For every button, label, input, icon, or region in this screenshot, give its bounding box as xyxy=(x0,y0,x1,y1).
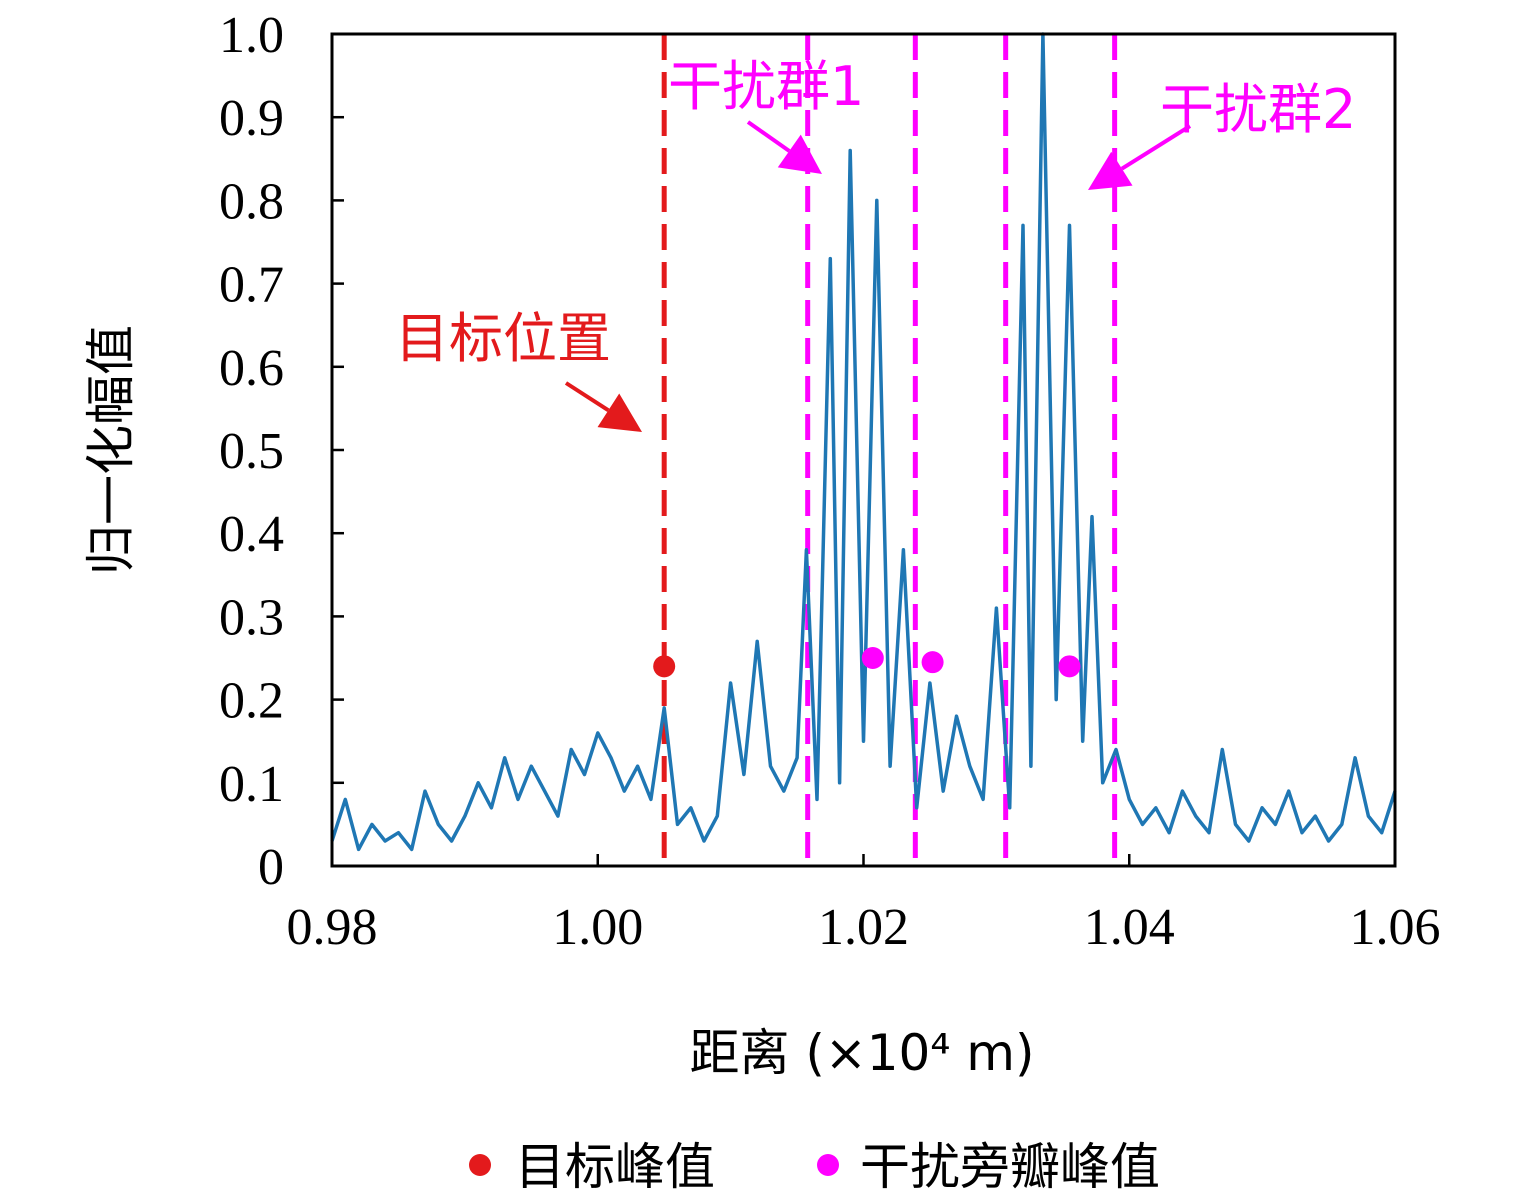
y-tick-label: 0.9 xyxy=(219,90,284,147)
legend-interference-label: 干扰旁瓣峰值 xyxy=(860,1138,1160,1196)
annotation-target-position: 目标位置 xyxy=(395,307,611,370)
target-peak-marker xyxy=(653,655,676,678)
x-tick-label: 1.04 xyxy=(1084,899,1175,956)
target-arrow xyxy=(564,381,642,432)
y-tick-label: 0.8 xyxy=(219,173,284,230)
y-tick-label: 0.6 xyxy=(219,340,284,397)
y-axis-label: 归一化幅值 xyxy=(82,325,140,575)
y-tick-label: 1.0 xyxy=(219,7,284,64)
annotation-interference-group-2: 干扰群2 xyxy=(1160,78,1356,141)
legend-target-label: 目标峰值 xyxy=(515,1138,715,1196)
series-line-1 xyxy=(330,32,1397,852)
annotation-interference-group-1: 干扰群1 xyxy=(668,55,864,118)
x-tick-label: 1.00 xyxy=(552,899,643,956)
x-tick-label: 1.06 xyxy=(1350,899,1441,956)
y-tick-label: 0.2 xyxy=(219,673,284,730)
legend-target-marker xyxy=(469,1154,491,1176)
interference-peak-marker-3 xyxy=(1058,655,1081,678)
y-tick-label: 0.3 xyxy=(219,589,284,646)
y-tick-label: 0.7 xyxy=(219,257,284,314)
legend-interference-marker xyxy=(817,1154,839,1176)
group1-arrow xyxy=(746,120,822,174)
y-tick-label: 0.5 xyxy=(219,423,284,480)
y-tick-label: 0 xyxy=(258,839,284,896)
y-tick-label: 0.1 xyxy=(219,756,284,813)
interference-peak-marker-2 xyxy=(921,651,944,674)
interference-peak-marker-1 xyxy=(861,647,884,669)
x-tick-label: 0.98 xyxy=(287,899,378,956)
group2-arrow xyxy=(1088,124,1192,190)
x-axis-label: 距离 (×10⁴ m) xyxy=(689,1024,1034,1082)
y-tick-label: 0.4 xyxy=(219,506,284,563)
legend: 目标峰值 干扰旁瓣峰值 xyxy=(469,1138,1160,1196)
x-tick-label: 1.02 xyxy=(818,899,909,956)
